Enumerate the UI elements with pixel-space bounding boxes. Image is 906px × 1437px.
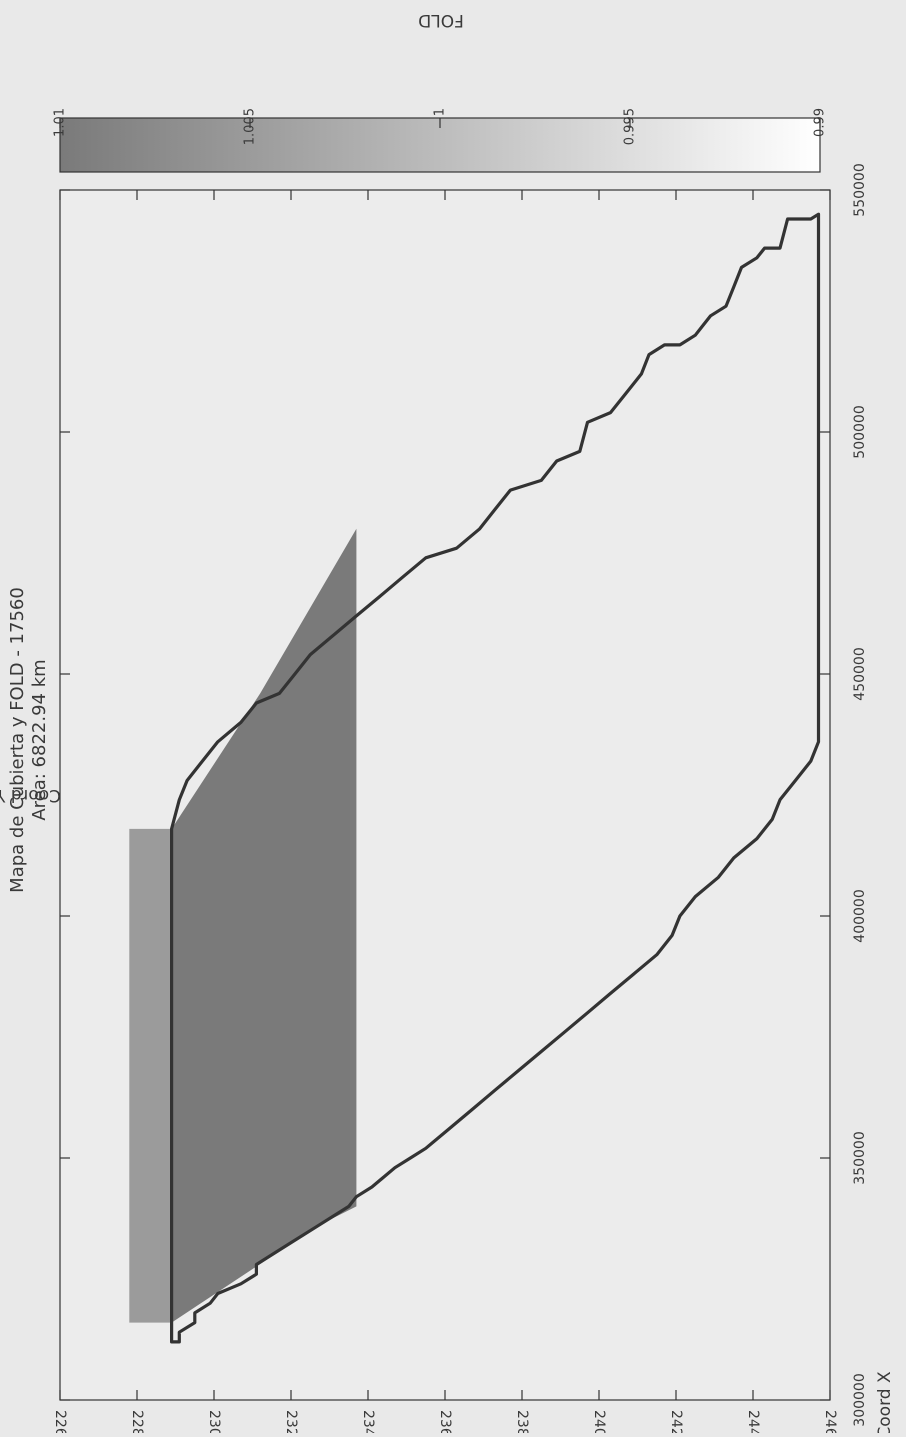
y-tick-label: 2300000 (206, 1410, 222, 1433)
colorbar-tick-label: 1.01 (53, 108, 68, 137)
y-tick-label: 2440000 (745, 1410, 761, 1433)
y-tick-label: 2460000 (822, 1410, 838, 1433)
colorbar-tick-label: 0.995 (623, 108, 638, 145)
fold-region-1 (171, 528, 357, 1323)
fold-region-2 (129, 828, 172, 1323)
colorbar-tick-label: 0.99 (813, 108, 828, 137)
colorbar-ticks: 0.99 0.995 1 1.005 1.01 (53, 108, 828, 145)
y-axis-label-group: Coord Y (0, 785, 61, 805)
colorbar-tick-label: 1 (433, 108, 448, 116)
y-tick-label: 2320000 (283, 1410, 299, 1433)
y-tick-label: 2340000 (360, 1410, 376, 1433)
y-tick-label: 2280000 (129, 1410, 145, 1433)
coverage-outline (170, 212, 821, 1344)
chart-title: Mapa de Cubierta y FOLD - 17560 (7, 587, 28, 893)
x-tick-label: 300000 (852, 1373, 868, 1426)
x-tick-label: 400000 (852, 889, 868, 942)
x-tick-label: 550000 (852, 163, 868, 216)
y-tick-label: 2420000 (668, 1410, 684, 1433)
x-axis-label: Coord X (875, 1371, 895, 1433)
y-axis-label: Coord Y (0, 785, 61, 805)
y-tick-label: 2360000 (437, 1410, 453, 1433)
x-tick-label: 500000 (852, 405, 868, 458)
x-axis-label-group: Coord X (875, 1371, 895, 1437)
y-tick-label: 2400000 (591, 1410, 607, 1433)
x-axis-ticks: 300000 350000 400000 450000 500000 550000 (60, 163, 868, 1427)
colorbar-label: FOLD (418, 10, 464, 30)
chart-subtitle: Area: 6822.94 km (29, 659, 50, 820)
x-tick-label: 350000 (852, 1131, 868, 1184)
y-tick-label: 2380000 (514, 1410, 530, 1433)
fold-layer (129, 528, 357, 1323)
x-tick-label: 450000 (852, 647, 868, 700)
y-axis-ticks: 2260000 2280000 2300000 2320000 2340000 23600… (52, 190, 838, 1437)
colorbar-tick-label: 1.005 (243, 108, 258, 145)
y-tick-label: 2260000 (52, 1410, 68, 1433)
